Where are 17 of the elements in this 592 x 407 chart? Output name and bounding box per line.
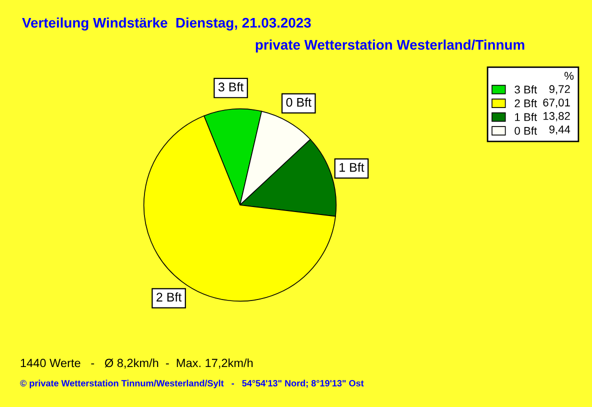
legend-title: % bbox=[564, 72, 574, 80]
data-label: 9,72 bbox=[549, 85, 570, 94]
data-label: 67,01 bbox=[543, 98, 570, 108]
legend-label: 0 Bft bbox=[514, 126, 537, 135]
chart-title: Verteilung Windstärke Dienstag, 21.03.2023 bbox=[22, 17, 311, 31]
text: 1440 Werte - Ø 8,2km/h - Max. 17,2km/h bbox=[20, 358, 253, 369]
slice-label: 2 Bft bbox=[156, 292, 182, 302]
data-label: 9,44 bbox=[549, 125, 570, 135]
slice-label: 3 Bft bbox=[218, 82, 244, 92]
text: © private Wetterstation Tinnum/Westerland/Sylt - 54°54'13" Nord; 8°19'13" Ost bbox=[20, 380, 364, 388]
legend-label: 1 Bft bbox=[515, 112, 537, 121]
legend-label: 3 Bft bbox=[514, 85, 537, 94]
slice-label: 1 Bft bbox=[340, 162, 364, 172]
legend-label: 2 Bft bbox=[514, 99, 537, 108]
chart-subtitle: private Wetterstation Westerland/Tinnum bbox=[256, 40, 524, 52]
data-label: 13,82 bbox=[543, 112, 570, 122]
slice-label: 0 Bft bbox=[286, 98, 312, 107]
